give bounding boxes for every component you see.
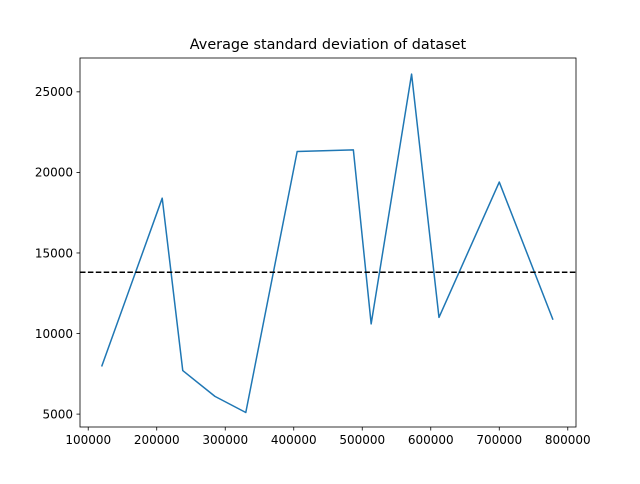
axes-frame: [79, 57, 577, 428]
x-tick-label: 300000: [202, 433, 248, 447]
axis-ticks: 100000 200000 300000 400000 500000 600000 7000…: [35, 85, 591, 447]
y-tick-label: 25000: [35, 85, 73, 99]
x-tick-label: 400000: [271, 433, 317, 447]
y-tick-label: 15000: [35, 246, 73, 260]
x-tick-label: 600000: [408, 433, 454, 447]
y-tick-label: 20000: [35, 166, 73, 180]
x-tick-label: 100000: [65, 433, 111, 447]
x-tick-label: 800000: [545, 433, 591, 447]
y-tick-label: 10000: [35, 327, 73, 341]
chart-title: Average standard deviation of dataset: [190, 37, 467, 53]
y-tick-label: 5000: [42, 407, 73, 421]
plot-area: [80, 73, 576, 414]
series-line-0: [100, 73, 554, 414]
x-tick-label: 700000: [476, 433, 522, 447]
x-tick-label: 500000: [339, 433, 385, 447]
x-tick-label: 200000: [134, 433, 180, 447]
